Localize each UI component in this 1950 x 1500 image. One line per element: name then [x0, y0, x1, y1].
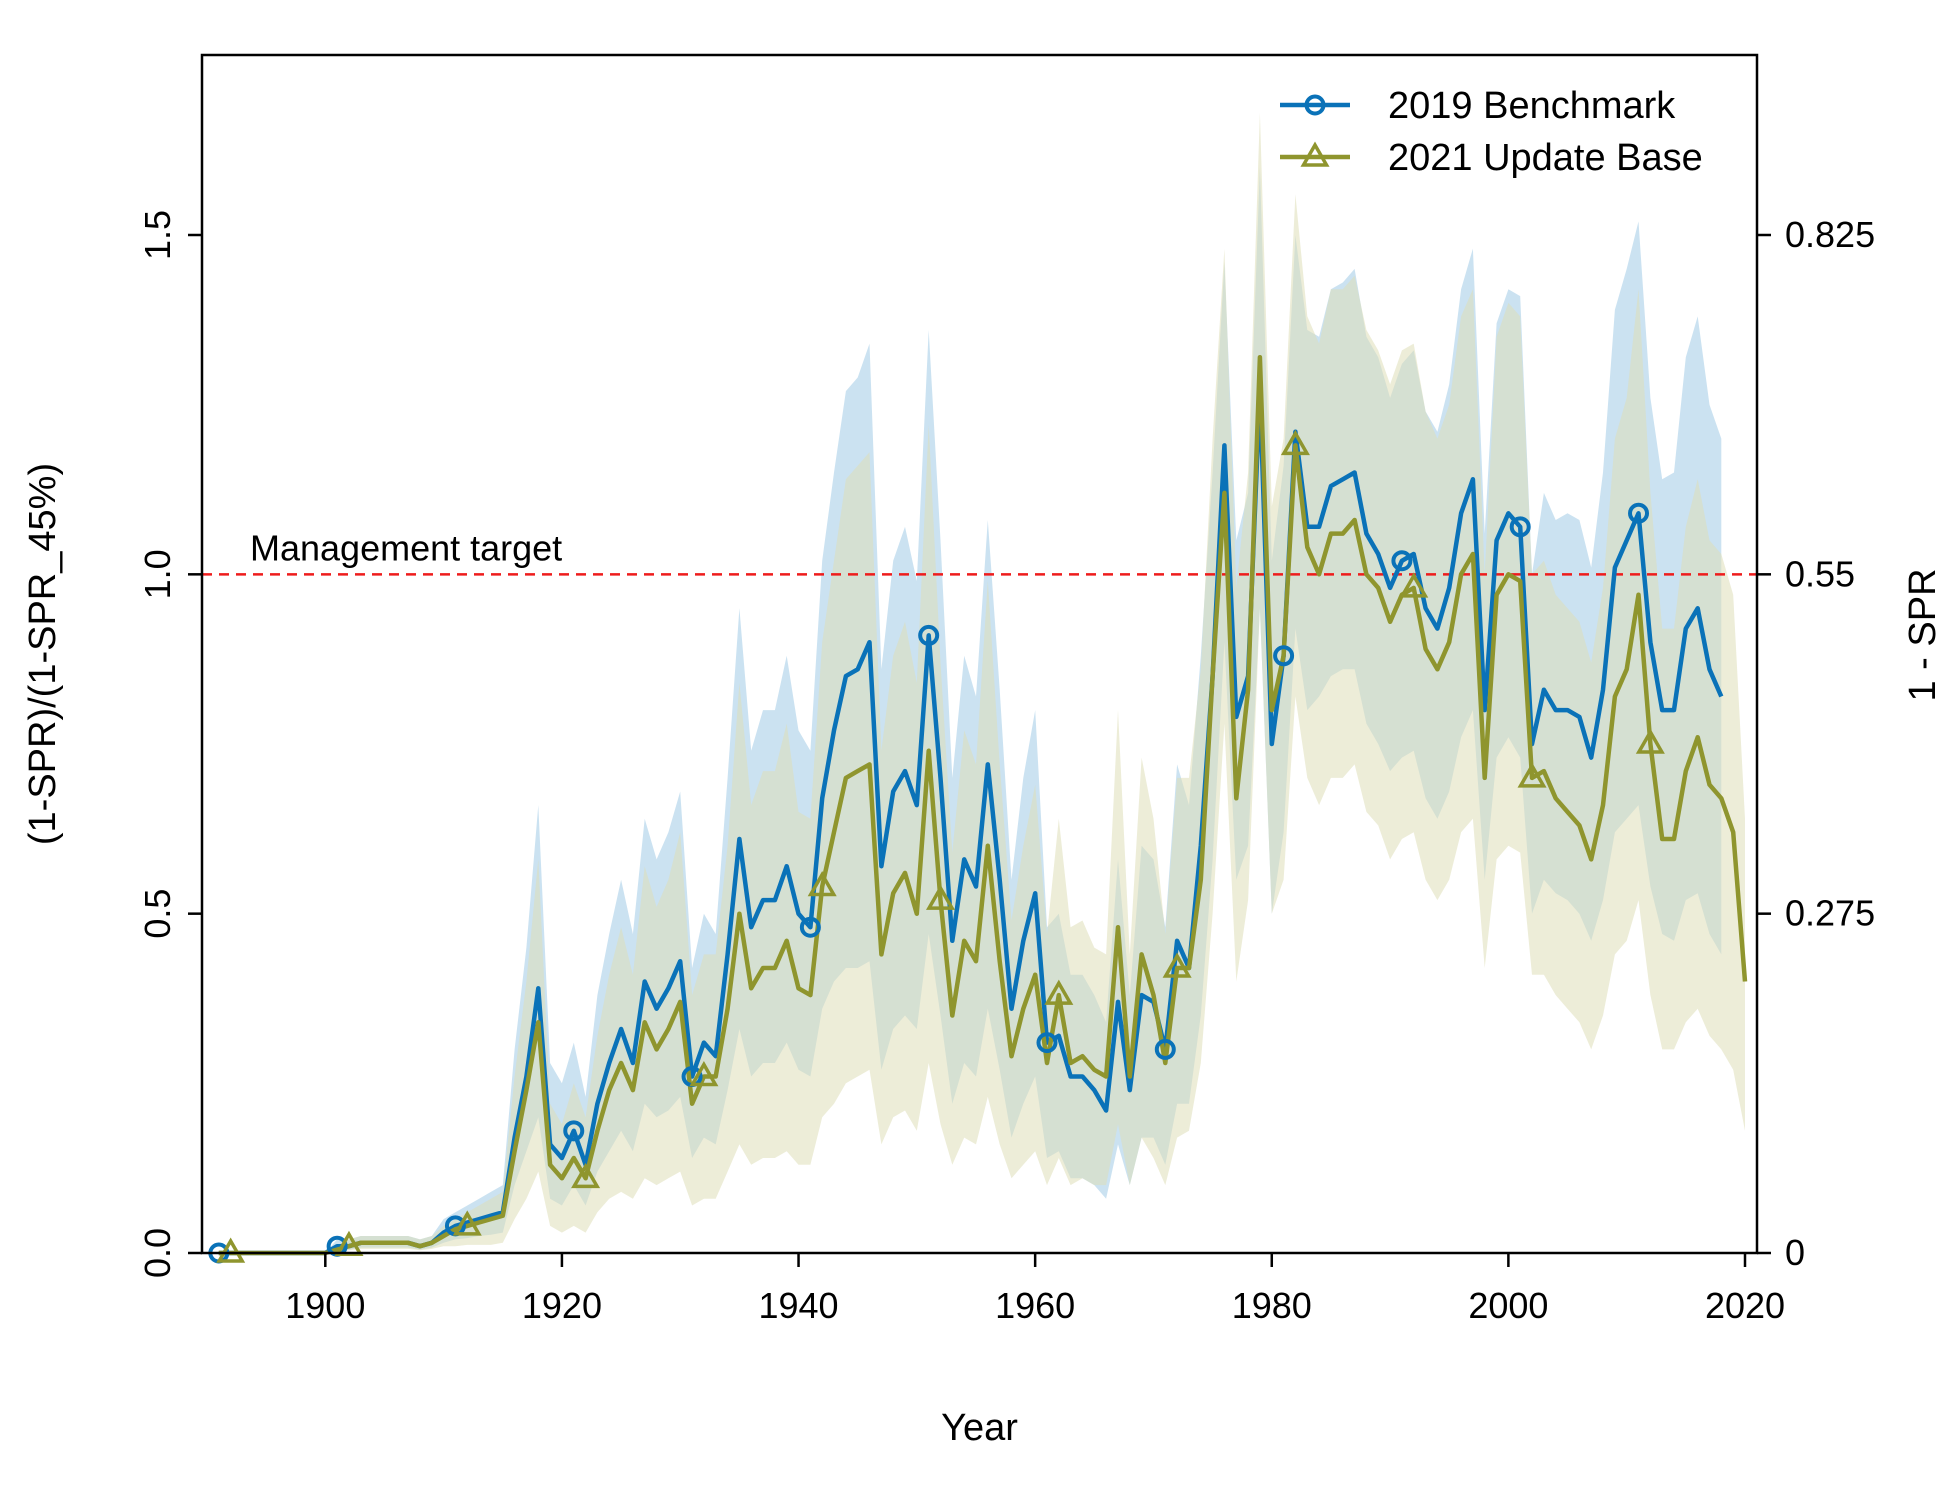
- marker-series-2-1962: [1044, 979, 1074, 1005]
- marker-series-2-1922: [571, 1162, 601, 1189]
- x-tick-label-2000: 2000: [1468, 1285, 1548, 1326]
- legend-label-1: 2019 Benchmark: [1388, 85, 1676, 127]
- marker-series-2-1912: [452, 1210, 482, 1236]
- y2-tick-label-0.55: 0.55: [1785, 553, 1855, 594]
- marker-series-1-2011: [1628, 502, 1650, 524]
- marker-series-1-1951: [918, 624, 940, 646]
- y2-tick-label-0: 0: [1785, 1232, 1805, 1273]
- marker-series-1-1921: [563, 1120, 585, 1142]
- legend-label-2: 2021 Update Base: [1388, 137, 1703, 179]
- axis-labels: 1900 1920 1940 1960 1980 2000 2020 0.0 0.5 1.0 1.5…: [22, 210, 1944, 1449]
- x-tick-label-1940: 1940: [758, 1285, 838, 1326]
- x-tick-label-1920: 1920: [522, 1285, 602, 1326]
- y-tick-label-1.0: 1.0: [137, 549, 178, 599]
- marker-series-2-1992: [1399, 572, 1429, 598]
- marker-series-1-1991: [1391, 550, 1413, 572]
- marker-series-1-1981: [1273, 645, 1295, 667]
- marker-series-1-2001: [1509, 516, 1531, 538]
- y2-axis-title: 1 - SPR: [1902, 568, 1944, 701]
- y-tick-label-0.0: 0.0: [137, 1228, 178, 1278]
- reference-line-group: Management target: [202, 527, 1757, 576]
- line-series-1: [218, 388, 1724, 1256]
- x-tick-label-1980: 1980: [1232, 1285, 1312, 1326]
- x-axis-title: Year: [941, 1407, 1018, 1449]
- marker-series-1-1941: [799, 916, 821, 938]
- x-tick-label-1960: 1960: [995, 1285, 1075, 1326]
- axes: [188, 53, 1771, 1267]
- y2-tick-label-0.825: 0.825: [1785, 214, 1875, 255]
- x-tick-label-1900: 1900: [285, 1285, 365, 1326]
- marker-series-2-1982: [1280, 429, 1310, 456]
- y-tick-label-0.5: 0.5: [137, 889, 178, 939]
- legend-marker-1: [1304, 94, 1326, 116]
- plot-frame: [200, 53, 1759, 1255]
- marker-series-2-1952: [925, 884, 956, 910]
- marker-series-2-2002: [1517, 762, 1547, 788]
- marker-series-1-1961: [1036, 1032, 1058, 1054]
- marker-series-2-2012: [1635, 728, 1665, 754]
- marker-series-2-1892: [216, 1237, 246, 1263]
- x-tick-label-2020: 2020: [1705, 1285, 1785, 1326]
- marker-series-2-1932: [689, 1061, 719, 1087]
- legend: 2019 Benchmark 2021 Update Base: [1280, 85, 1703, 179]
- y-axis-title: (1-SPR)/(1-SPR_45%): [22, 463, 64, 845]
- marker-series-1-1971: [1154, 1038, 1176, 1060]
- band-series-2: [218, 112, 1745, 1253]
- uncertainty-bands: [218, 112, 1745, 1254]
- y-tick-label-1.5: 1.5: [137, 210, 178, 260]
- legend-marker-2: [1300, 141, 1330, 167]
- marker-series-2-1942: [807, 871, 837, 897]
- management-target-label: Management target: [250, 527, 562, 568]
- y2-tick-label-0.275: 0.275: [1785, 893, 1875, 934]
- marker-series-2-1972: [1162, 952, 1192, 978]
